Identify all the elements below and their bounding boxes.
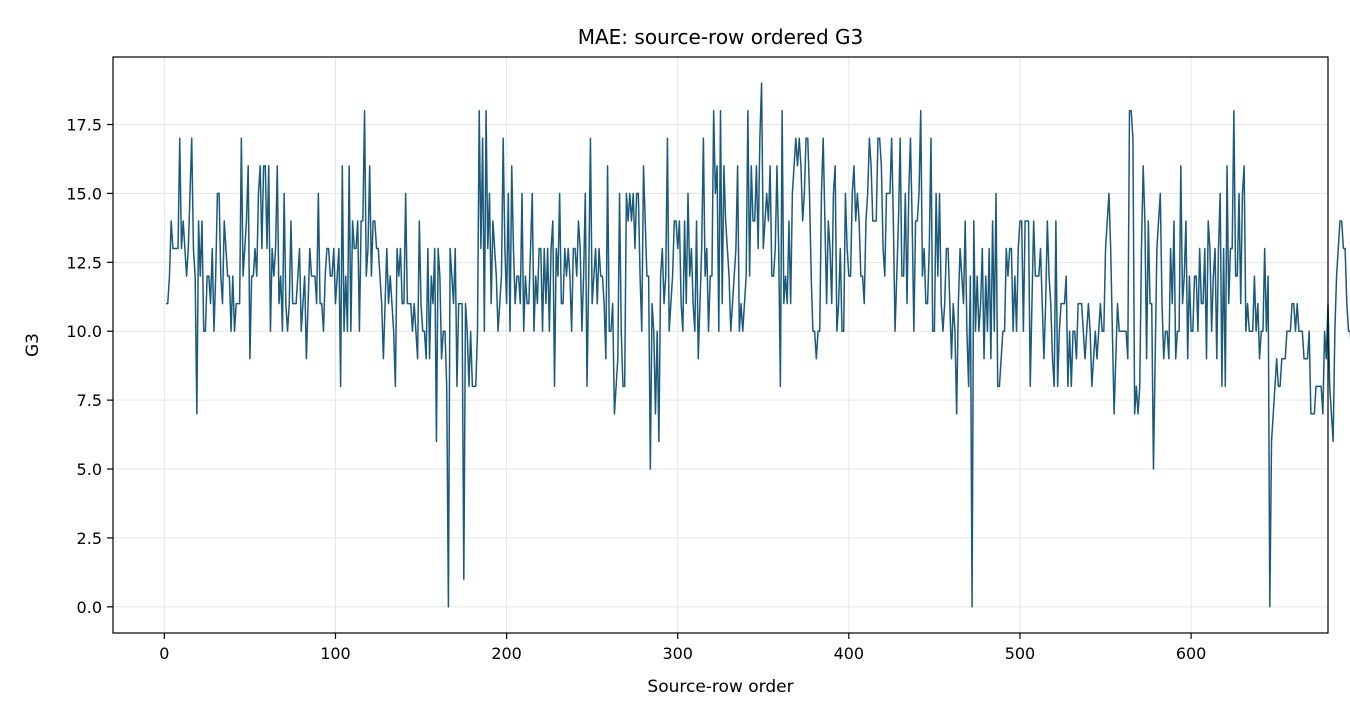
y-tick-label: 0.0 — [77, 598, 102, 617]
x-tick-label: 200 — [491, 644, 522, 663]
x-tick-label: 100 — [320, 644, 351, 663]
y-tick-label: 17.5 — [66, 116, 102, 135]
y-axis-title: G3 — [23, 333, 43, 357]
y-axis-ticks: 0.0 2.5 5.0 7.5 10.0 12.5 15.0 17.5 — [66, 116, 113, 617]
y-tick-label: 12.5 — [66, 253, 102, 272]
y-tick-label: 15.0 — [66, 184, 102, 203]
plot-frame — [112, 56, 1329, 634]
x-axis-title: Source-row order — [647, 677, 793, 697]
series-layer — [166, 82, 1350, 608]
y-tick-label: 7.5 — [77, 391, 102, 410]
x-axis-ticks: 0 100 200 300 400 500 600 — [159, 633, 1206, 663]
x-tick-label: 0 — [159, 644, 169, 663]
x-tick-label: 300 — [662, 644, 693, 663]
x-tick-label: 500 — [1005, 644, 1036, 663]
x-tick-label: 600 — [1176, 644, 1207, 663]
y-tick-label: 10.0 — [66, 322, 102, 341]
y-tick-label: 2.5 — [77, 529, 102, 548]
x-tick-label: 400 — [834, 644, 865, 663]
series-line — [166, 82, 1350, 608]
chart-title: MAE: source-row ordered G3 — [578, 25, 864, 49]
y-tick-label: 5.0 — [77, 460, 102, 479]
